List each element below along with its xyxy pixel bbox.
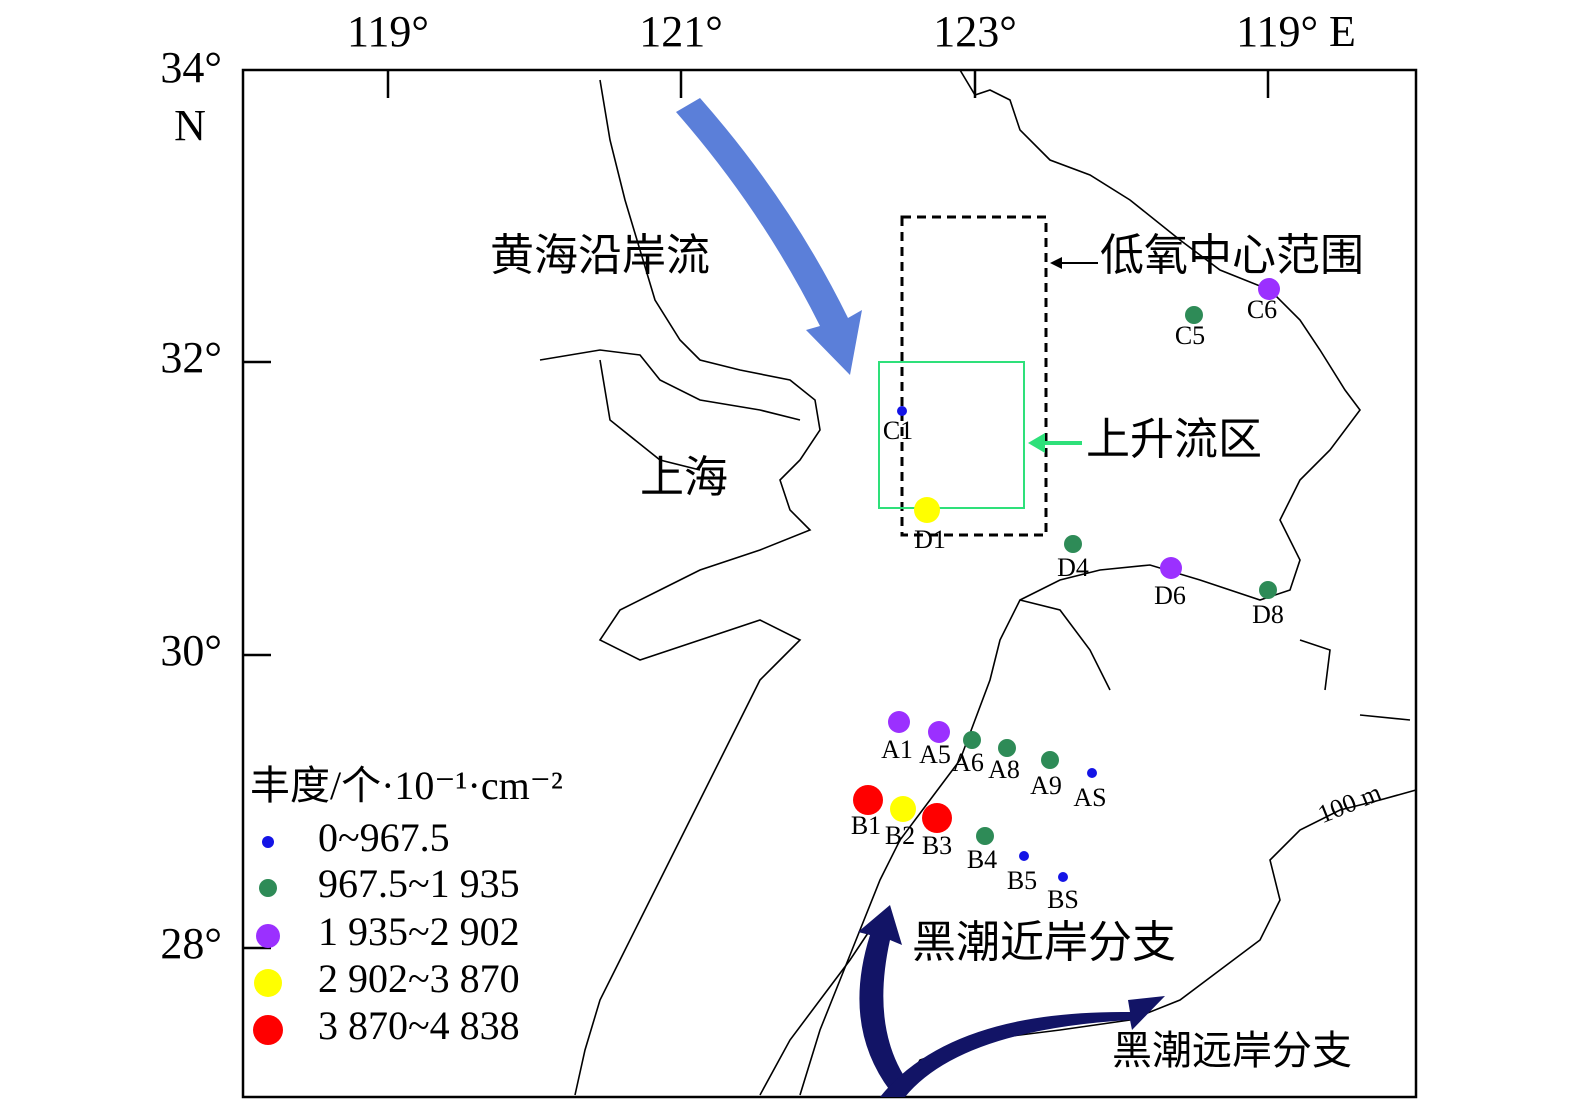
station-label: AS: [1073, 783, 1106, 812]
station: [853, 785, 883, 815]
legend-label: 2 902~3 870: [318, 956, 520, 1001]
station-label: D6: [1154, 581, 1186, 610]
lon-label: 119° E: [1236, 7, 1356, 56]
current-arrow: [676, 98, 862, 375]
legend-label: 967.5~1 935: [318, 861, 520, 906]
station: [1258, 278, 1280, 300]
station: [1058, 872, 1068, 882]
current-arrow: [858, 905, 910, 1097]
station-label: D8: [1252, 600, 1284, 629]
lat-label: 32°: [160, 333, 222, 382]
station: [963, 731, 981, 749]
legend-title: 丰度/个·10⁻¹·cm⁻²: [250, 763, 563, 808]
station: [1087, 768, 1097, 778]
station-label: D4: [1057, 553, 1089, 582]
station: [976, 827, 994, 845]
annotation: 上升流区: [1086, 414, 1262, 465]
station-label: A8: [988, 755, 1020, 784]
station: [1064, 535, 1082, 553]
station-label: B5: [1007, 866, 1037, 895]
lat-label: N: [174, 101, 206, 150]
station: [1041, 751, 1059, 769]
station: [1019, 851, 1029, 861]
station-label: C5: [1175, 321, 1205, 350]
station: [1160, 557, 1182, 579]
station-label: B2: [885, 821, 915, 850]
station: [1185, 306, 1203, 324]
station-label: B4: [967, 845, 997, 874]
annotation: 低氧中心范围: [1100, 230, 1364, 281]
station: [890, 796, 916, 822]
lat-label: 28°: [160, 919, 222, 968]
station: [914, 497, 940, 523]
upwelling-box: [878, 361, 1025, 509]
lon-label: 121°: [639, 7, 723, 56]
station: [888, 711, 910, 733]
station-label: A5: [919, 740, 951, 769]
station-label: B3: [922, 831, 952, 860]
pointer-head: [1050, 257, 1062, 269]
station-label: BS: [1047, 885, 1079, 914]
legend-label: 0~967.5: [318, 815, 450, 860]
legend-label: 3 870~4 838: [318, 1003, 520, 1048]
legend-marker: [253, 1015, 283, 1045]
station-label: A9: [1030, 771, 1062, 800]
hypoxia-box: [900, 215, 1048, 537]
current-arrow: [880, 996, 1165, 1097]
annotation: 上海: [640, 452, 728, 503]
annotation: 黑潮近岸分支: [912, 917, 1176, 968]
annotation: 黄海沿岸流: [490, 230, 710, 281]
legend-marker: [254, 969, 282, 997]
station-label: A1: [881, 735, 913, 764]
annotation: 黑潮远岸分支: [1112, 1028, 1352, 1074]
lat-label: 34°: [160, 43, 222, 92]
tick-marks: [243, 70, 1270, 950]
station: [897, 406, 907, 416]
station-label: D1: [914, 525, 946, 554]
station: [998, 739, 1016, 757]
station: [1259, 581, 1277, 599]
station: [928, 721, 950, 743]
legend-label: 1 935~2 902: [318, 909, 520, 954]
lat-label: 30°: [160, 626, 222, 675]
legend-marker: [256, 924, 280, 948]
lon-label: 123°: [933, 7, 1017, 56]
station-label: C6: [1247, 295, 1277, 324]
station: [922, 803, 952, 833]
map-frame: [241, 68, 1418, 1099]
legend-marker: [259, 879, 277, 897]
lon-label: 119°: [347, 7, 429, 56]
station-label: A6: [952, 748, 984, 777]
station-label: C1: [883, 416, 913, 445]
legend-marker: [262, 836, 274, 848]
pointer-head: [1028, 433, 1045, 453]
station-label: B1: [851, 811, 881, 840]
